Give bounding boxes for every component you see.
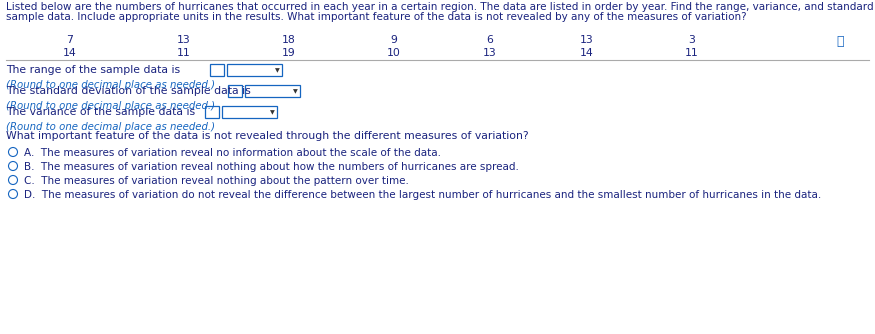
Text: 3: 3 bbox=[688, 35, 695, 45]
Text: C.  The measures of variation reveal nothing about the pattern over time.: C. The measures of variation reveal noth… bbox=[24, 176, 409, 186]
FancyBboxPatch shape bbox=[222, 106, 277, 118]
FancyBboxPatch shape bbox=[227, 64, 282, 76]
Text: 13: 13 bbox=[483, 48, 497, 58]
Text: 19: 19 bbox=[282, 48, 296, 58]
Text: 13: 13 bbox=[579, 35, 593, 45]
Circle shape bbox=[9, 189, 18, 198]
FancyBboxPatch shape bbox=[205, 106, 219, 118]
Text: sample data. Include appropriate units in the results. What important feature of: sample data. Include appropriate units i… bbox=[6, 12, 746, 22]
Text: Listed below are the numbers of hurricanes that occurred in each year in a certa: Listed below are the numbers of hurrican… bbox=[6, 2, 875, 12]
Text: (Round to one decimal place as needed.): (Round to one decimal place as needed.) bbox=[6, 122, 215, 132]
Text: The variance of the sample data is: The variance of the sample data is bbox=[6, 107, 195, 117]
FancyBboxPatch shape bbox=[210, 64, 224, 76]
Text: 10: 10 bbox=[387, 48, 401, 58]
Text: ▼: ▼ bbox=[270, 110, 275, 115]
Text: 11: 11 bbox=[177, 48, 191, 58]
Text: (Round to one decimal place as needed.): (Round to one decimal place as needed.) bbox=[6, 101, 215, 111]
Circle shape bbox=[9, 175, 18, 184]
Text: ▼: ▼ bbox=[292, 89, 298, 94]
Text: 13: 13 bbox=[177, 35, 191, 45]
Text: (Round to one decimal place as needed.): (Round to one decimal place as needed.) bbox=[6, 80, 215, 90]
Text: ⎘: ⎘ bbox=[836, 35, 844, 48]
Text: 18: 18 bbox=[282, 35, 296, 45]
FancyBboxPatch shape bbox=[228, 85, 242, 97]
Text: 14: 14 bbox=[63, 48, 77, 58]
FancyBboxPatch shape bbox=[245, 85, 300, 97]
Text: 6: 6 bbox=[487, 35, 493, 45]
Circle shape bbox=[9, 148, 18, 157]
Text: ▼: ▼ bbox=[275, 68, 279, 73]
Text: 9: 9 bbox=[390, 35, 397, 45]
Text: The standard deviation of the sample data is: The standard deviation of the sample dat… bbox=[6, 86, 251, 96]
Text: D.  The measures of variation do not reveal the difference between the largest n: D. The measures of variation do not reve… bbox=[24, 190, 822, 200]
Text: 7: 7 bbox=[66, 35, 74, 45]
Circle shape bbox=[9, 162, 18, 170]
Text: 11: 11 bbox=[684, 48, 698, 58]
Text: A.  The measures of variation reveal no information about the scale of the data.: A. The measures of variation reveal no i… bbox=[24, 148, 441, 158]
Text: The range of the sample data is: The range of the sample data is bbox=[6, 65, 180, 75]
Text: B.  The measures of variation reveal nothing about how the numbers of hurricanes: B. The measures of variation reveal noth… bbox=[24, 162, 519, 172]
Text: 14: 14 bbox=[579, 48, 593, 58]
Text: What important feature of the data is not revealed through the different measure: What important feature of the data is no… bbox=[6, 131, 528, 141]
